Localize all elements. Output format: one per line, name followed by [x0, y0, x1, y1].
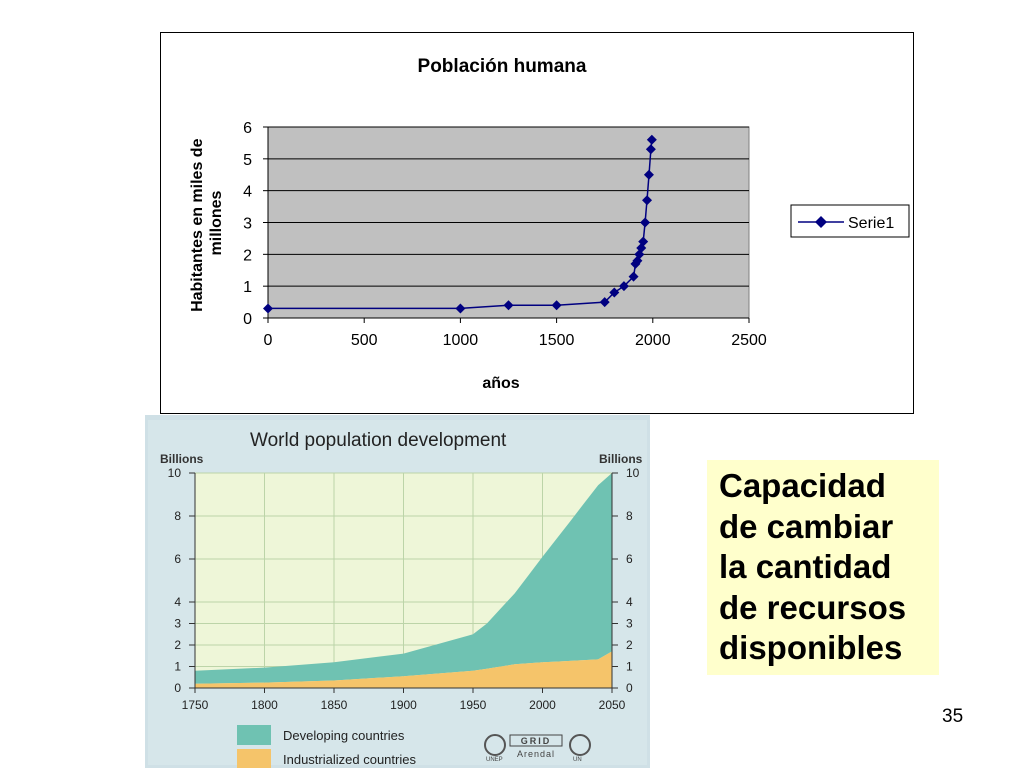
chart1-data-point: [628, 271, 639, 282]
chart1-data-point: [618, 281, 629, 292]
chart2-x-tick-label: 1950: [460, 698, 487, 712]
chart2-y-tick-label-left: 1: [174, 660, 181, 674]
un-logo-text: UN: [573, 757, 582, 763]
chart2-logos: UNEP GRID Arendal UN: [484, 734, 591, 763]
chart1-series-markers: [263, 134, 657, 314]
chart1-y-tick-label: 1: [243, 279, 252, 296]
chart2-y-tick-label-left: 0: [174, 681, 181, 695]
chart2-y-tick-label-right: 1: [626, 660, 633, 674]
chart2-y-tick-label-left: 2: [174, 638, 181, 652]
chart2-y-tick-label-right: 6: [626, 552, 633, 566]
chart1-title: Población humana: [418, 56, 587, 77]
grid-logo-text: GRID: [521, 736, 552, 746]
chart1-data-point: [609, 287, 620, 298]
chart2-legend: Developing countries Industrialized coun…: [237, 725, 416, 768]
unep-logo-text: UNEP: [486, 757, 503, 763]
chart2-left-unit: Billions: [160, 452, 204, 466]
callout-line-2: de cambiar: [719, 507, 894, 545]
chart1-y-tick-label: 0: [243, 311, 252, 328]
chart1-y-tick-label: 6: [243, 120, 252, 137]
chart1-legend-label: Serie1: [848, 215, 894, 232]
chart-poblacion-humana: Población humana 0 1 2 3 4 5 6 0 500 1000 1500 200…: [160, 32, 914, 414]
chart2-x-tick-label: 2050: [599, 698, 626, 712]
chart-poblacion-humana-svg: Población humana 0 1 2 3 4 5 6 0 500 1000 1500 200…: [189, 56, 910, 392]
chart2-y-tick-label-right: 3: [626, 617, 633, 631]
chart2-y-tick-label-left: 3: [174, 617, 181, 631]
chart1-y-tick-label: 4: [243, 184, 252, 201]
chart1-data-point: [643, 169, 654, 180]
chart2-x-tick-label: 2000: [529, 698, 556, 712]
chart2-area-developing: [195, 473, 612, 684]
chart2-x-tick-label: 1900: [390, 698, 417, 712]
chart1-legend-box: [790, 204, 910, 238]
chart1-x-ticks: 0 500 1000 1500 2000 2500: [264, 318, 767, 349]
chart2-x-tick-label: 1850: [321, 698, 348, 712]
page-number: 35: [942, 706, 964, 727]
chart1-x-tick-label: 0: [264, 332, 273, 349]
chart1-y-tick-label: 2: [243, 247, 252, 264]
chart1-y-ticks: 0 1 2 3 4 5 6: [243, 120, 268, 328]
chart2-title: World population development: [250, 430, 507, 451]
chart1-data-point: [638, 236, 649, 247]
chart1-data-point: [503, 300, 514, 311]
chart1-y-tick-label: 3: [243, 216, 252, 233]
chart2-right-unit: Billions: [599, 452, 643, 466]
chart2-legend-swatch-developing: [237, 725, 271, 745]
chart1-y-tick-label: 5: [243, 152, 252, 169]
callout-line-4: de recursos: [719, 588, 907, 626]
chart2-y-tick-label-left: 10: [168, 466, 182, 480]
chart2-area-industrialized: [195, 651, 612, 688]
callout-textbox: Capacidad de cambiar la cantidad de recu…: [707, 460, 939, 675]
chart2-y-tick-label-right: 0: [626, 681, 633, 695]
chart1-y-axis-label-line2: millones: [208, 190, 225, 255]
chart1-data-point: [263, 303, 273, 314]
unep-logo-icon: [484, 734, 506, 756]
chart1-x-tick-label: 500: [351, 332, 378, 349]
chart2-y-ticks-right: 0 1 2 3 4 6 8 10: [611, 466, 640, 695]
chart1-x-axis-label: años: [482, 375, 519, 392]
chart2-y-tick-label-right: 8: [626, 509, 633, 523]
chart1-legend: Serie1: [790, 204, 910, 238]
chart1-x-tick-label: 1500: [539, 332, 575, 349]
chart2-y-tick-label-left: 4: [174, 595, 181, 609]
grid-logo-box: [509, 734, 563, 747]
chart1-x-tick-label: 2500: [731, 332, 767, 349]
chart1-y-axis-label: Habitantes en miles de millones: [189, 134, 225, 312]
un-logo-icon: [569, 734, 591, 756]
chart2-y-ticks-left: 0 1 2 3 4 6 8 10: [168, 466, 196, 695]
chart1-legend-swatch-marker: [815, 216, 827, 228]
chart1-data-point: [640, 217, 651, 228]
chart1-data-point: [455, 303, 466, 314]
chart1-x-tick-label: 1000: [443, 332, 479, 349]
callout-line-3: la cantidad: [719, 548, 892, 585]
chart-world-population: World population development Billions Bi…: [145, 415, 650, 768]
arendal-logo-text: Arendal: [517, 749, 555, 759]
chart1-x-tick-label: 2000: [635, 332, 671, 349]
chart-world-population-svg: World population development Billions Bi…: [148, 420, 647, 768]
chart2-x-tick-label: 1750: [182, 698, 209, 712]
chart1-data-point: [642, 195, 653, 206]
chart1-data-point: [634, 249, 645, 260]
chart2-y-tick-label-right: 4: [626, 595, 633, 609]
chart2-y-tick-label-left: 8: [174, 509, 181, 523]
chart1-data-point: [551, 300, 562, 311]
chart1-data-point: [646, 134, 657, 145]
chart1-data-point: [599, 297, 610, 308]
chart1-data-point: [645, 144, 656, 155]
chart2-y-tick-label-right: 10: [626, 466, 640, 480]
chart2-legend-label-developing: Developing countries: [283, 728, 405, 743]
chart2-y-tick-label-left: 6: [174, 552, 181, 566]
chart2-y-tick-label-right: 2: [626, 638, 633, 652]
callout-line-1: Capacidad: [719, 467, 886, 504]
chart2-legend-swatch-industrialized: [237, 749, 271, 768]
chart2-legend-label-industrialized: Industrialized countries: [283, 752, 416, 767]
chart1-y-axis-label-line1: Habitantes en miles de: [189, 138, 206, 311]
chart2-x-ticks: 1750 1800 1850 1900 1950 2000 2050: [182, 687, 626, 712]
chart2-x-tick-label: 1800: [251, 698, 278, 712]
callout-line-5: disponibles: [719, 629, 903, 666]
